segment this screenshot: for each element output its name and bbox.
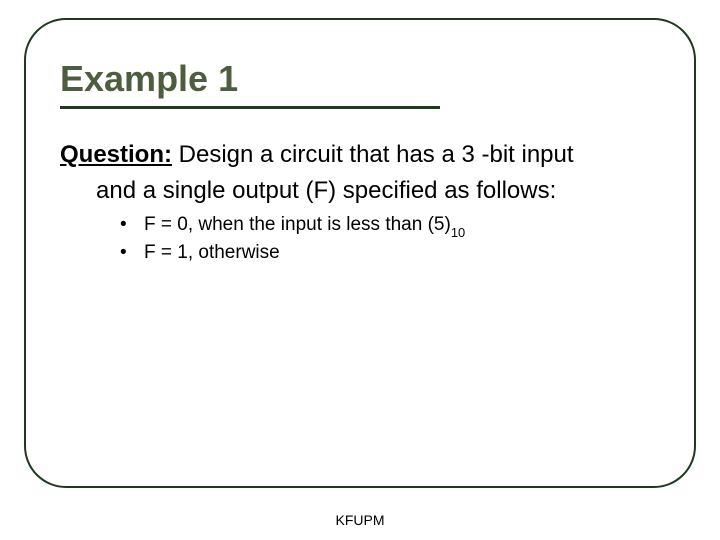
bullet-dot-icon: • — [120, 212, 134, 240]
list-item: • F = 1, otherwise — [120, 240, 660, 268]
bullet-text: F = 0, when the input is less than (5)10 — [144, 212, 465, 240]
footer-text: KFUPM — [0, 512, 720, 528]
question-text-1: Design a circuit that has a 3 -bit input — [172, 141, 574, 168]
slide-title: Example 1 — [60, 58, 440, 104]
question-label: Question: — [60, 141, 172, 168]
title-block: Example 1 — [60, 58, 440, 109]
title-underline — [60, 106, 440, 109]
bullet-dot-icon: • — [120, 240, 134, 268]
question-line-1: Question: Design a circuit that has a 3 … — [60, 140, 660, 170]
bullet-list: • F = 0, when the input is less than (5)… — [60, 212, 660, 268]
bullet-text-main: F = 1, otherwise — [144, 242, 280, 263]
list-item: • F = 0, when the input is less than (5)… — [120, 212, 660, 240]
bullet-text: F = 1, otherwise — [144, 240, 280, 268]
body-block: Question: Design a circuit that has a 3 … — [60, 140, 660, 268]
bullet-text-main: F = 0, when the input is less than (5) — [144, 214, 451, 235]
question-line-2: and a single output (F) specified as fol… — [60, 176, 660, 206]
bullet-subscript: 10 — [451, 225, 465, 240]
